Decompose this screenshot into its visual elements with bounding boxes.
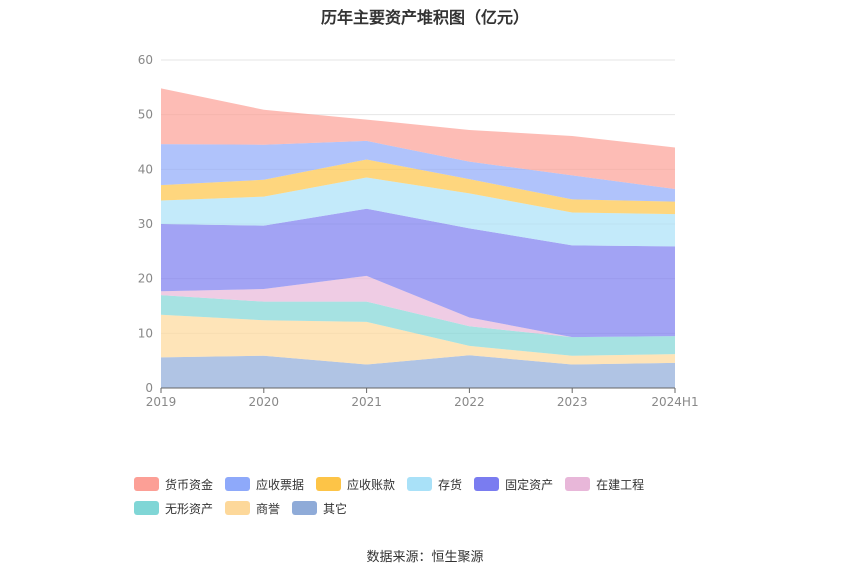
x-tick-label: 2019: [146, 395, 177, 409]
y-tick-label: 30: [138, 217, 153, 231]
area-series-2: [161, 295, 675, 356]
y-tick-label: 0: [145, 381, 153, 395]
area-series-5: [161, 177, 675, 247]
legend-item[interactable]: 应收票据: [225, 472, 304, 496]
legend-item[interactable]: 应收账款: [316, 472, 395, 496]
legend-swatch: [134, 477, 159, 491]
legend-label: 无形资产: [165, 501, 214, 516]
legend-item[interactable]: 货币资金: [134, 472, 213, 496]
chart-title: 历年主要资产堆积图（亿元）: [320, 8, 529, 27]
legend-item[interactable]: 存货: [407, 472, 462, 496]
axes: 0 10 20 30 40 50 60 2019 2020 2021 2022 2023 2024H1: [138, 53, 699, 409]
legend-item[interactable]: 无形资产: [134, 496, 213, 520]
legend-swatch: [225, 501, 251, 515]
x-tick-label: 2022: [454, 395, 485, 409]
legend-label: 应收票据: [256, 477, 305, 492]
area-series-0: [161, 355, 675, 388]
legend-label: 应收账款: [347, 477, 396, 492]
legend-swatch: [316, 477, 342, 491]
area-series-6: [161, 159, 675, 215]
x-tick-label: 2021: [351, 395, 382, 409]
legend-label: 在建工程: [596, 477, 645, 492]
legend-label: 其它: [323, 501, 348, 516]
legend-item[interactable]: 固定资产: [474, 472, 553, 496]
legend-swatch: [474, 477, 500, 491]
legend-swatch: [225, 477, 251, 491]
y-tick-label: 50: [138, 108, 153, 122]
legend-label: 固定资产: [505, 477, 554, 492]
legend-swatch: [292, 501, 318, 515]
x-tick-label: 2023: [557, 395, 588, 409]
legend: 货币资金 应收票据 应收账款 存货 固定资产 在建工程无形资产 商誉 其它: [134, 472, 734, 520]
area-series-4: [161, 208, 675, 338]
data-source: 数据来源：恒生聚源: [366, 550, 484, 565]
x-tick-label: 2020: [249, 395, 280, 409]
legend-item[interactable]: 在建工程: [565, 472, 644, 496]
area-series-1: [161, 314, 675, 365]
area-series-8: [161, 88, 675, 190]
y-tick-label: 40: [138, 162, 153, 176]
legend-swatch: [407, 477, 433, 491]
area-series-7: [161, 140, 675, 202]
legend-swatch: [565, 477, 591, 491]
legend-label: 存货: [438, 477, 463, 492]
area-series-3: [161, 275, 675, 338]
x-tick-label: 2024H1: [651, 395, 698, 409]
y-tick-label: 10: [138, 326, 153, 340]
legend-label: 货币资金: [165, 477, 214, 492]
legend-swatch: [134, 501, 159, 515]
area-series: [161, 88, 675, 388]
legend-label: 商誉: [256, 501, 281, 516]
y-tick-label: 60: [138, 53, 153, 67]
legend-item[interactable]: 其它: [292, 496, 347, 520]
y-tick-label: 20: [138, 272, 153, 286]
legend-item[interactable]: 商誉: [225, 496, 280, 520]
